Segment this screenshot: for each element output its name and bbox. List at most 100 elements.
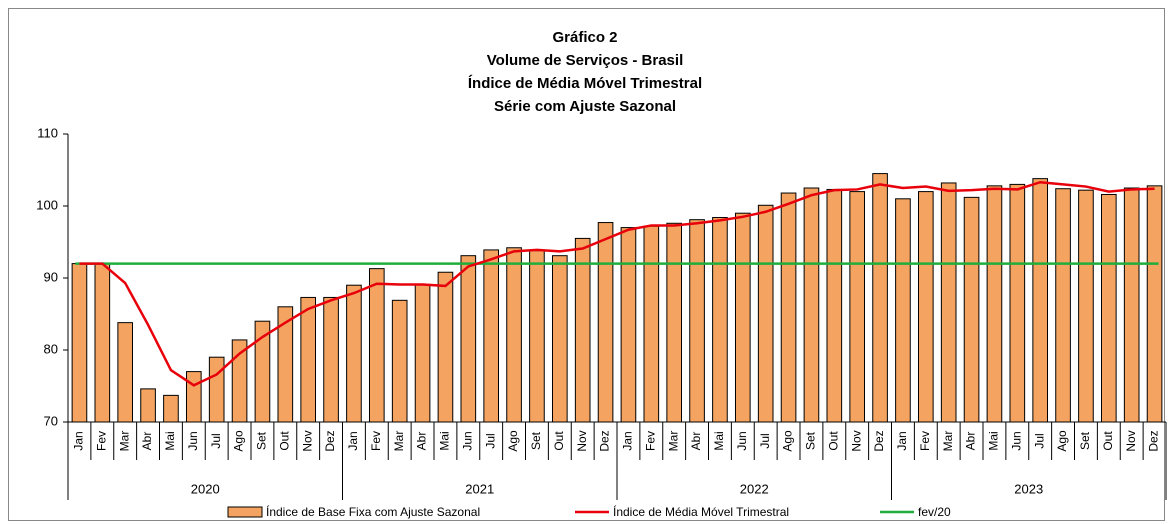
bar (163, 394, 179, 423)
x-tick-label: Ago (781, 430, 795, 452)
legend-swatch (227, 506, 263, 518)
x-tick-label: Out (826, 431, 840, 451)
bar (437, 271, 454, 423)
x-tick-label: Jun (460, 431, 474, 450)
x-tick-label: Dez (323, 430, 337, 451)
x-tick-label: Jun (1009, 431, 1023, 450)
bar (1032, 178, 1049, 423)
x-tick-label: Abr (964, 432, 978, 451)
bar (529, 250, 545, 423)
bar (94, 263, 111, 423)
x-tick-label: Mai (438, 431, 452, 450)
bar (391, 299, 408, 423)
bar (414, 283, 431, 423)
bar (1123, 187, 1140, 423)
y-tick-label: 90 (44, 269, 58, 284)
y-tick-label: 100 (36, 197, 58, 212)
chart-title: Série com Ajuste Sazonal (494, 98, 676, 115)
x-tick-label: Out (1101, 431, 1115, 451)
x-tick-label: Jan (72, 431, 86, 450)
bar (506, 247, 522, 423)
x-tick-label: Out (277, 431, 291, 451)
x-tick-label: Mai (987, 431, 1001, 450)
x-tick-label: Abr (415, 432, 429, 451)
chart-title: Volume de Serviços - Brasil (487, 52, 683, 69)
x-tick-label: Abr (140, 432, 154, 451)
bar (597, 222, 614, 423)
bar (872, 173, 888, 423)
bar (712, 217, 728, 423)
bar (346, 284, 362, 423)
bar (140, 388, 156, 423)
x-tick-label: Jul (758, 433, 772, 448)
bar (117, 322, 134, 423)
x-tick-label: Fev (369, 431, 383, 451)
x-tick-label: Mar (941, 431, 955, 452)
x-tick-label: Jul (209, 433, 223, 448)
x-tick-label: Nov (849, 430, 863, 451)
x-tick-label: Jan (621, 431, 635, 450)
x-tick-label: Set (529, 431, 543, 450)
x-tick-label: Dez (872, 430, 886, 451)
x-tick-label: Mai (712, 431, 726, 450)
x-tick-label: Nov (1124, 430, 1138, 451)
bar (71, 263, 88, 423)
x-tick-label: Fev (94, 431, 108, 451)
x-tick-label: Dez (598, 430, 612, 451)
y-tick-label: 80 (44, 341, 58, 356)
year-label: 2023 (1014, 481, 1043, 496)
bar (643, 225, 660, 423)
x-tick-label: Abr (689, 432, 703, 451)
x-tick-label: Ago (232, 430, 246, 452)
line (79, 180, 1155, 387)
y-tick-label: 110 (37, 125, 58, 140)
bar (1009, 183, 1026, 423)
x-tick-label: Fev (918, 431, 932, 451)
bar (208, 356, 225, 423)
bar (666, 222, 683, 423)
bar (849, 191, 866, 423)
bar (551, 255, 568, 423)
bar (620, 227, 637, 423)
bar (323, 296, 339, 423)
y-tick-label: 70 (44, 413, 58, 428)
x-tick-label: Set (1078, 431, 1092, 450)
x-tick-label: Out (552, 431, 566, 451)
x-tick-label: Set (804, 431, 818, 450)
bar (1055, 188, 1071, 423)
bar (917, 191, 934, 423)
chart-title: Gráfico 2 (552, 29, 617, 46)
bar (734, 212, 751, 423)
year-label: 2020 (191, 481, 220, 496)
bar (826, 188, 843, 423)
bar (460, 255, 477, 423)
legend-label: fev/20 (918, 505, 951, 519)
bar (300, 296, 317, 423)
bar (1078, 189, 1094, 423)
bar (780, 192, 797, 423)
year-label: 2022 (740, 481, 769, 496)
x-tick-label: Mar (117, 431, 131, 452)
bar (940, 182, 957, 423)
legend-label: Índice de Média Móvel Trimestral (613, 504, 789, 519)
bar (689, 219, 705, 423)
bar (986, 185, 1003, 423)
bar (1100, 193, 1117, 423)
bar (1146, 185, 1163, 423)
x-tick-label: Jan (895, 431, 909, 450)
x-tick-label: Mar (666, 431, 680, 452)
bar (185, 371, 202, 423)
bar (368, 268, 385, 423)
bar (574, 237, 591, 423)
x-tick-label: Jan (346, 431, 360, 450)
x-tick-label: Nov (300, 430, 314, 451)
bar (963, 196, 980, 423)
x-tick-label: Jul (483, 433, 497, 448)
bar (483, 249, 500, 423)
x-tick-label: Ago (1055, 430, 1069, 452)
x-tick-label: Nov (575, 430, 589, 451)
bar (803, 187, 820, 423)
x-tick-label: Fev (643, 431, 657, 451)
x-tick-label: Jun (735, 431, 749, 450)
